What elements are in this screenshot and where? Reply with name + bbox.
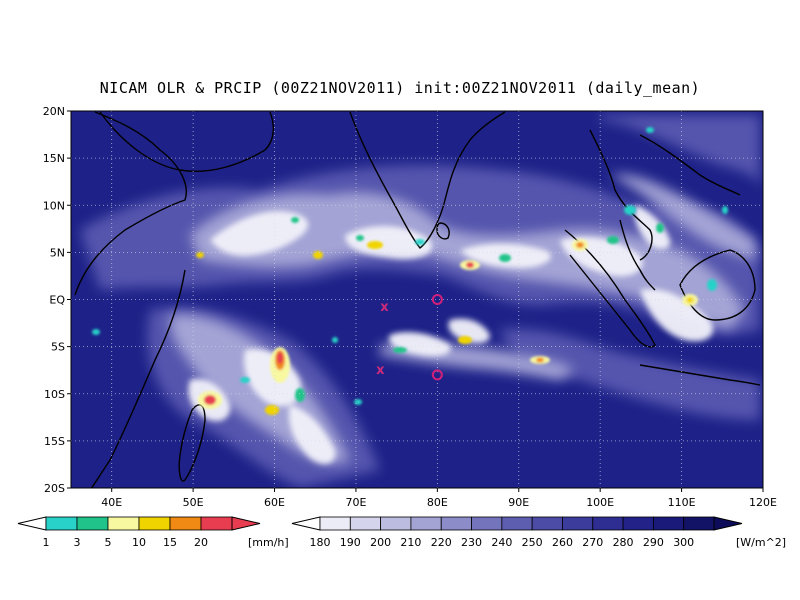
colorbar-label: 10 [132, 536, 146, 549]
page-title: NICAM OLR & PRCIP (00Z21NOV2011) init:00… [99, 79, 701, 97]
lat-tick-label: 10N [43, 199, 65, 212]
olr-colorbar: 180 190 200 210 220 230 240 250 260 270 280 290 300 [… [291, 516, 786, 549]
lat-tick-label: EQ [49, 294, 65, 307]
markers: xx [376, 294, 443, 381]
lon-tick-label: 50E [183, 496, 204, 509]
malay-peninsula [619, 219, 656, 291]
colorbar-swatch [349, 516, 382, 531]
lat-tick-label: 20N [43, 105, 65, 118]
colorbar-label: 15 [163, 536, 177, 549]
borneo-coastline [679, 249, 756, 321]
colorbar-label: 270 [582, 536, 603, 549]
lat-tick-label: 10S [44, 388, 65, 401]
colorbar-swatch [319, 516, 351, 531]
colorbar-swatch [138, 516, 171, 531]
colorbar-label: 220 [431, 536, 452, 549]
colorbar-swatch [652, 516, 685, 531]
madagascar-coastline [178, 404, 206, 482]
colorbar-arrow-right [713, 516, 743, 531]
colorbar-swatch [562, 516, 594, 531]
colorbar-unit: [mm/h] [248, 536, 289, 549]
colorbar-label: 20 [194, 536, 208, 549]
africa-coastline [74, 111, 187, 488]
lat-tick-label: 15N [43, 152, 65, 165]
colorbar-swatch [531, 516, 563, 531]
colorbar-swatch [107, 516, 140, 531]
colorbar-label: 280 [613, 536, 634, 549]
coastlines [74, 111, 761, 488]
map-field: xx [71, 111, 763, 488]
colorbar-unit: [W/m^2] [736, 536, 786, 549]
lon-tick-label: 60E [264, 496, 285, 509]
colorbar-label: 300 [673, 536, 694, 549]
lon-tick-label: 100E [586, 496, 614, 509]
colorbar-swatch [440, 516, 472, 531]
lon-tick-label: 90E [508, 496, 529, 509]
marker-x: x [380, 300, 389, 315]
colorbar-arrow-right [231, 516, 261, 531]
lon-tick-label: 40E [101, 496, 122, 509]
colorbar-label: 230 [461, 536, 482, 549]
colorbar-swatch [501, 516, 533, 531]
precip-cells [92, 127, 728, 415]
colorbar-label: 190 [340, 536, 361, 549]
colorbar-swatch [471, 516, 503, 531]
colorbar-swatch [622, 516, 654, 531]
colorbar-arrow-left [17, 516, 47, 531]
colorbar-label: 260 [552, 536, 573, 549]
marker-circle-center [435, 298, 439, 301]
lat-axis: 20N 15N 10N 5N EQ 5S 10S 15S 20S [43, 105, 71, 495]
india-coastline [349, 111, 506, 249]
colorbar-swatch [410, 516, 442, 531]
colorbar-label: 180 [310, 536, 331, 549]
lon-tick-label: 70E [345, 496, 366, 509]
colorbar-label: 290 [643, 536, 664, 549]
colorbar-label: 250 [522, 536, 543, 549]
colorbar-swatch [683, 516, 715, 531]
colorbar-swatch [169, 516, 202, 531]
colorbar-swatch [592, 516, 624, 531]
colorbar-swatch [45, 516, 78, 531]
colorbar-label: 5 [105, 536, 112, 549]
java-coastline [639, 364, 761, 386]
colorbar-label: 1 [43, 536, 50, 549]
colorbar-arrow-left [291, 516, 321, 531]
colorbar-swatch [76, 516, 109, 531]
marker-circle-center [435, 373, 439, 377]
colorbar-swatch [200, 516, 233, 531]
lon-tick-label: 110E [668, 496, 696, 509]
lat-tick-label: 15S [44, 435, 65, 448]
arabia-coastline [99, 111, 274, 172]
lon-tick-label: 80E [427, 496, 448, 509]
lon-axis: 40E 50E 60E 70E 80E 90E 100E 110E 120E [101, 488, 777, 509]
marker-circle [431, 294, 443, 305]
marker-circle [431, 369, 443, 381]
colorbar-swatch [380, 516, 412, 531]
marker-x: x [376, 363, 385, 378]
sri-lanka [436, 222, 450, 240]
sumatra-coastline [564, 229, 656, 348]
lat-tick-label: 5S [51, 341, 65, 354]
colorbar-label: 3 [74, 536, 81, 549]
colorbar-label: 210 [400, 536, 421, 549]
lon-tick-label: 120E [749, 496, 777, 509]
lat-tick-label: 20S [44, 482, 65, 495]
lat-tick-label: 5N [50, 246, 65, 259]
precip-colorbar: 1 3 5 10 15 20 [mm/h] [17, 516, 289, 549]
colorbar-label: 240 [491, 536, 512, 549]
colorbar-label: 200 [370, 536, 391, 549]
